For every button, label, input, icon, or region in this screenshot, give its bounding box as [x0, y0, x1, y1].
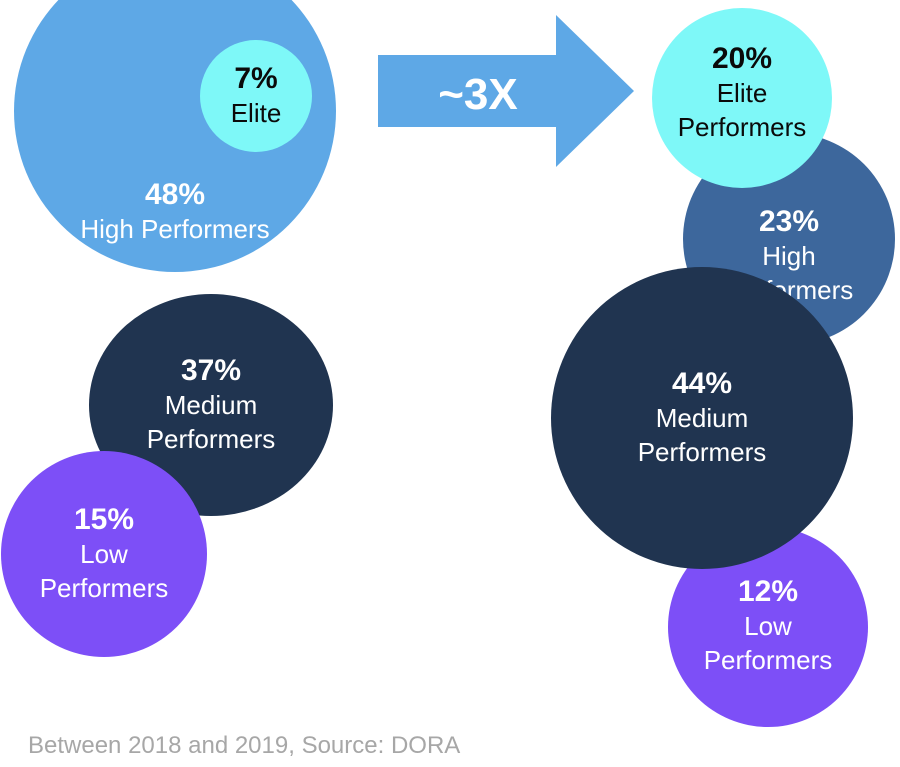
bubble-left-elite-pct: 7% [234, 62, 278, 95]
bubble-right-medium-performers: 44% Medium Performers [551, 267, 853, 569]
bubble-left-elite: 7% Elite [200, 40, 312, 152]
bubble-right-high-label-1: High [762, 241, 816, 271]
bubble-right-elite-label-1: Elite [716, 78, 768, 108]
bubble-right-elite: 20% Elite Performers [652, 8, 832, 188]
bubble-right-low-label-2: Performers [703, 645, 833, 675]
bubble-right-elite-label-2: Performers [677, 112, 807, 142]
bubble-right-medium-pct: 44% [671, 367, 733, 400]
bubble-left-high-label: High Performers [80, 214, 270, 244]
bubble-left-high-pct: 48% [144, 178, 206, 211]
bubble-right-high-pct: 23% [758, 205, 820, 238]
bubble-right-low-label-1: Low [744, 611, 792, 641]
bubble-right-low-pct: 12% [737, 575, 799, 608]
bubble-left-medium-pct: 37% [180, 354, 242, 387]
arrow-shape [378, 15, 634, 167]
bubble-right-medium-label-2: Performers [637, 437, 767, 467]
bubble-left-medium-label-2: Performers [146, 424, 276, 454]
source-footnote: Between 2018 and 2019, Source: DORA [28, 732, 461, 759]
bubble-right-elite-pct: 20% [711, 42, 773, 75]
bubble-right-medium-label-1: Medium [655, 403, 749, 433]
bubble-left-medium-label-1: Medium [164, 390, 258, 420]
bubble-left-low-label-2: Performers [39, 573, 169, 603]
arrow-label: ~3X [438, 70, 518, 119]
bubble-left-low-pct: 15% [73, 503, 135, 536]
bubble-left-low-performers: 15% Low Performers [1, 451, 207, 657]
bubble-left-elite-label: Elite [230, 98, 282, 128]
bubble-right-low-performers: 12% Low Performers [668, 527, 868, 727]
bubble-left-low-label-1: Low [80, 539, 128, 569]
arrow-right-icon [378, 15, 634, 167]
